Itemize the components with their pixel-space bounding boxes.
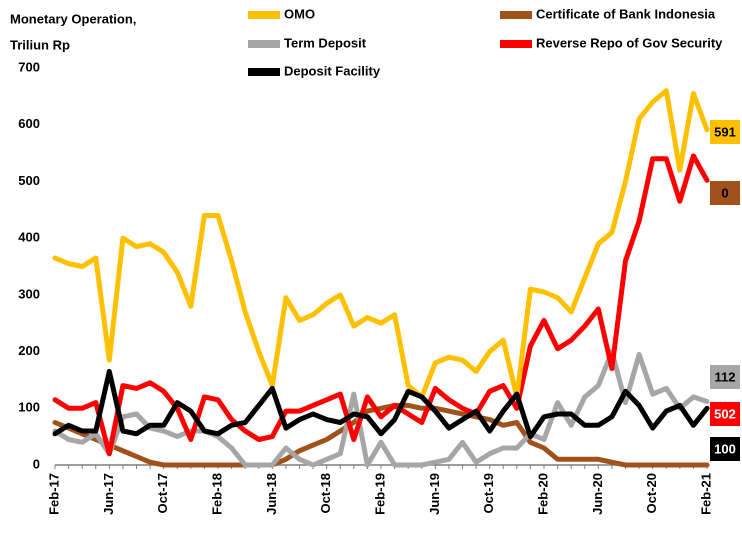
x-tick-label: Oct-17 <box>155 473 170 513</box>
series-line <box>52 88 710 400</box>
y-tick-label: 600 <box>18 116 40 131</box>
end-label-box <box>710 402 740 426</box>
end-label: 502 <box>714 406 736 421</box>
legend-label: Term Deposit <box>284 35 367 50</box>
x-tick-label: Oct-19 <box>481 473 496 513</box>
end-label-box <box>710 437 740 461</box>
legend-label: Reverse Repo of Gov Security <box>536 35 723 50</box>
end-label: 100 <box>714 441 736 456</box>
x-tick-label: Jun-20 <box>590 473 605 515</box>
series-line <box>52 402 710 468</box>
x-tick-label: Feb-20 <box>535 473 550 515</box>
legend-swatch <box>500 11 532 19</box>
legend-swatch <box>248 11 280 19</box>
y-tick-label: 400 <box>18 230 40 245</box>
series-line <box>52 349 710 468</box>
x-tick-label: Feb-19 <box>372 473 387 515</box>
legend-swatch <box>248 68 280 76</box>
x-tick-label: Jun-19 <box>427 473 442 515</box>
y-tick-label: 0 <box>33 456 40 471</box>
end-label-box <box>710 120 740 144</box>
x-tick-label: Oct-20 <box>644 473 659 513</box>
x-tick-label: Feb-18 <box>209 473 224 515</box>
end-label: 112 <box>715 369 736 384</box>
x-tick-label: Feb-21 <box>698 473 713 515</box>
legend-label: Certificate of Bank Indonesia <box>536 6 716 21</box>
x-tick-label: Jun-17 <box>101 473 116 515</box>
series-line <box>52 368 710 440</box>
chart-title: Monetary Operation, <box>10 11 136 26</box>
chart-title: Triliun Rp <box>10 37 70 52</box>
end-label-box <box>710 365 740 389</box>
x-tick-label: Feb-17 <box>46 473 61 515</box>
y-tick-label: 100 <box>18 400 40 415</box>
end-label: 591 <box>714 124 736 139</box>
end-label-box <box>710 181 740 205</box>
end-label: 0 <box>721 185 728 200</box>
y-tick-label: 200 <box>18 343 40 358</box>
x-tick-label: Jun-18 <box>264 473 279 515</box>
x-tick-label: Oct-18 <box>318 473 333 513</box>
series-line <box>52 153 710 457</box>
y-tick-label: 700 <box>18 59 40 74</box>
legend-label: OMO <box>284 6 315 21</box>
legend-swatch <box>248 40 280 48</box>
y-tick-label: 500 <box>18 173 40 188</box>
legend-swatch <box>500 40 532 48</box>
legend-label: Deposit Facility <box>284 63 381 78</box>
y-tick-label: 300 <box>18 286 40 301</box>
